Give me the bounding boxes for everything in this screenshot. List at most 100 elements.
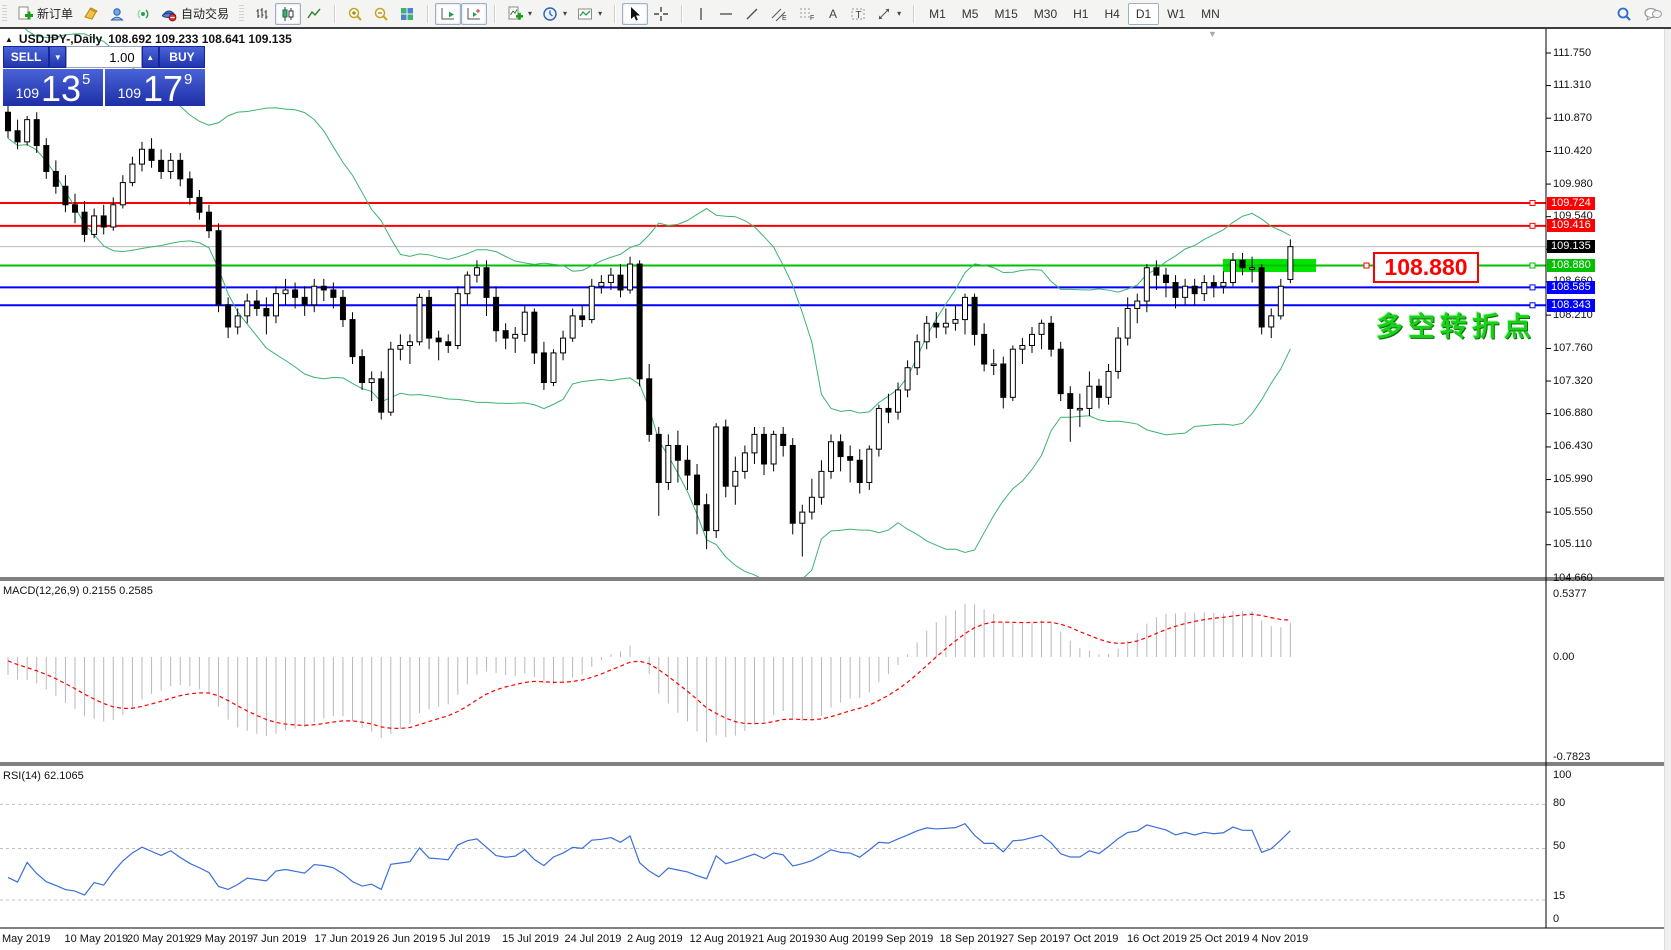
candle-body: [454, 293, 461, 346]
candle-body: [52, 170, 59, 187]
scroll-position-icon: ▼: [1208, 29, 1217, 39]
candle-body: [962, 296, 968, 321]
community-button[interactable]: [104, 3, 130, 25]
x-tick-label: 20 May 2019: [127, 933, 191, 945]
signals-button[interactable]: [130, 3, 156, 25]
y-tick-label: 109.540: [1553, 210, 1593, 223]
horizontal-line-button[interactable]: [713, 3, 739, 25]
chat-button[interactable]: [1638, 2, 1668, 26]
macd-signal-line: [7, 613, 1291, 729]
line-chart-button[interactable]: [301, 3, 327, 25]
candle-body: [722, 426, 729, 487]
cursor-button[interactable]: [622, 2, 649, 25]
arrows-button[interactable]: ▾: [871, 3, 906, 25]
vertical-line-button[interactable]: [689, 3, 713, 25]
x-tick-label: 5 Jul 2019: [439, 933, 491, 945]
tf-button-MN[interactable]: MN: [1201, 6, 1220, 21]
fibonacci-button[interactable]: F: [793, 3, 821, 25]
candle-body: [445, 341, 452, 346]
tf-button-H4[interactable]: H4: [1104, 6, 1120, 21]
indicators-button[interactable]: ▾: [502, 3, 537, 25]
candle-body: [923, 322, 930, 343]
toolbar-grip[interactable]: [2, 4, 7, 23]
volume-input[interactable]: 1.00: [66, 46, 142, 68]
line-anchor[interactable]: [1529, 284, 1536, 291]
candle-body: [253, 300, 260, 309]
tf-button-M15[interactable]: M15: [994, 6, 1018, 21]
bar-chart-button[interactable]: [249, 3, 275, 25]
window-right-edge: [1664, 29, 1671, 950]
rsi-axis-label: 15: [1553, 890, 1566, 902]
equidistant-channel-button[interactable]: E: [765, 3, 793, 25]
tf-button-W1[interactable]: W1: [1167, 6, 1186, 21]
sell-price-display[interactable]: 109 13 5: [3, 69, 103, 107]
tf-button-M1[interactable]: M1: [929, 6, 946, 21]
auto-scroll-button[interactable]: [435, 2, 462, 25]
price-line-badge-108.343: 108.343: [1547, 298, 1595, 312]
search-button[interactable]: [1610, 2, 1638, 26]
candlestick-icon: [280, 6, 296, 22]
new-order-button[interactable]: 新订单: [12, 2, 78, 25]
candle-body: [751, 433, 758, 454]
text-label-button[interactable]: T: [845, 3, 871, 25]
price-line-badge-108.880: 108.880: [1547, 259, 1595, 273]
tf-button-D1[interactable]: D1: [1127, 2, 1160, 25]
crosshair-button[interactable]: [648, 3, 674, 25]
zoom-out-button[interactable]: [368, 3, 394, 25]
candle-body: [196, 196, 203, 213]
volume-decrease-button[interactable]: ▼: [49, 46, 67, 68]
line-anchor[interactable]: [1529, 262, 1536, 269]
candlestick-button[interactable]: [275, 2, 302, 25]
zoom-in-icon: [347, 6, 363, 22]
search-icon: [1615, 5, 1633, 23]
zoom-in-button[interactable]: [342, 3, 368, 25]
macd-axis-label: -0.7823: [1553, 751, 1591, 763]
price-line-badge-108.585: 108.585: [1547, 280, 1595, 294]
candle-body: [780, 433, 787, 446]
candle-body: [1277, 285, 1284, 317]
y-tick-label: 109.980: [1553, 177, 1593, 190]
text-button[interactable]: A: [821, 3, 845, 25]
candle-body: [263, 307, 270, 317]
candle-body: [895, 389, 902, 413]
y-tick-label: 107.760: [1553, 341, 1593, 354]
x-tick-label: 18 Sep 2019: [939, 933, 1002, 945]
ohlc-readout: 108.692 109.233 108.641 109.135: [108, 32, 292, 46]
line-anchor[interactable]: [1529, 222, 1536, 229]
candle-body: [703, 504, 710, 532]
periods-caret-icon: ▾: [563, 9, 568, 18]
new-order-label: 新订单: [37, 7, 74, 21]
tf-button-H1[interactable]: H1: [1073, 6, 1089, 21]
chart-canvas[interactable]: [0, 29, 1671, 950]
buy-button[interactable]: BUY: [158, 46, 206, 68]
candle-body: [560, 337, 567, 354]
profiles-button[interactable]: [78, 3, 104, 25]
candle-body: [933, 322, 940, 328]
trendline-button[interactable]: [739, 3, 765, 25]
x-tick-label: 16 Oct 2019: [1127, 933, 1187, 945]
line-anchor[interactable]: [1529, 200, 1536, 207]
tf-button-M30[interactable]: M30: [1033, 6, 1058, 21]
templates-button[interactable]: ▾: [572, 3, 607, 25]
svg-text:T: T: [856, 10, 862, 21]
buy-price-display[interactable]: 109 17 9: [105, 68, 205, 109]
buy-price-pips: 17: [142, 68, 184, 109]
callout-anchor[interactable]: [1363, 262, 1370, 269]
volume-increase-button[interactable]: ▲: [141, 46, 159, 68]
candle-body: [598, 282, 605, 287]
price-level-callout[interactable]: 108.880: [1373, 252, 1479, 283]
periods-button[interactable]: ▾: [537, 3, 572, 25]
line-anchor[interactable]: [1529, 302, 1536, 309]
tile-windows-button[interactable]: [394, 3, 420, 25]
price-line-badge-109.724: 109.724: [1547, 196, 1595, 210]
autotrading-button[interactable]: 自动交易: [156, 2, 234, 25]
symbol-period-label: USDJPY-,Daily: [18, 32, 103, 46]
rsi-indicator-label: RSI(14) 62.1065: [3, 770, 84, 782]
collapse-panel-icon[interactable]: ▲: [5, 34, 13, 44]
tf-button-M5[interactable]: M5: [961, 6, 979, 21]
chart-shift-button[interactable]: [461, 2, 488, 25]
sell-button[interactable]: SELL: [3, 46, 50, 68]
candle-body: [378, 378, 385, 413]
candle-body: [234, 315, 241, 328]
line-chart-icon: [306, 6, 322, 22]
